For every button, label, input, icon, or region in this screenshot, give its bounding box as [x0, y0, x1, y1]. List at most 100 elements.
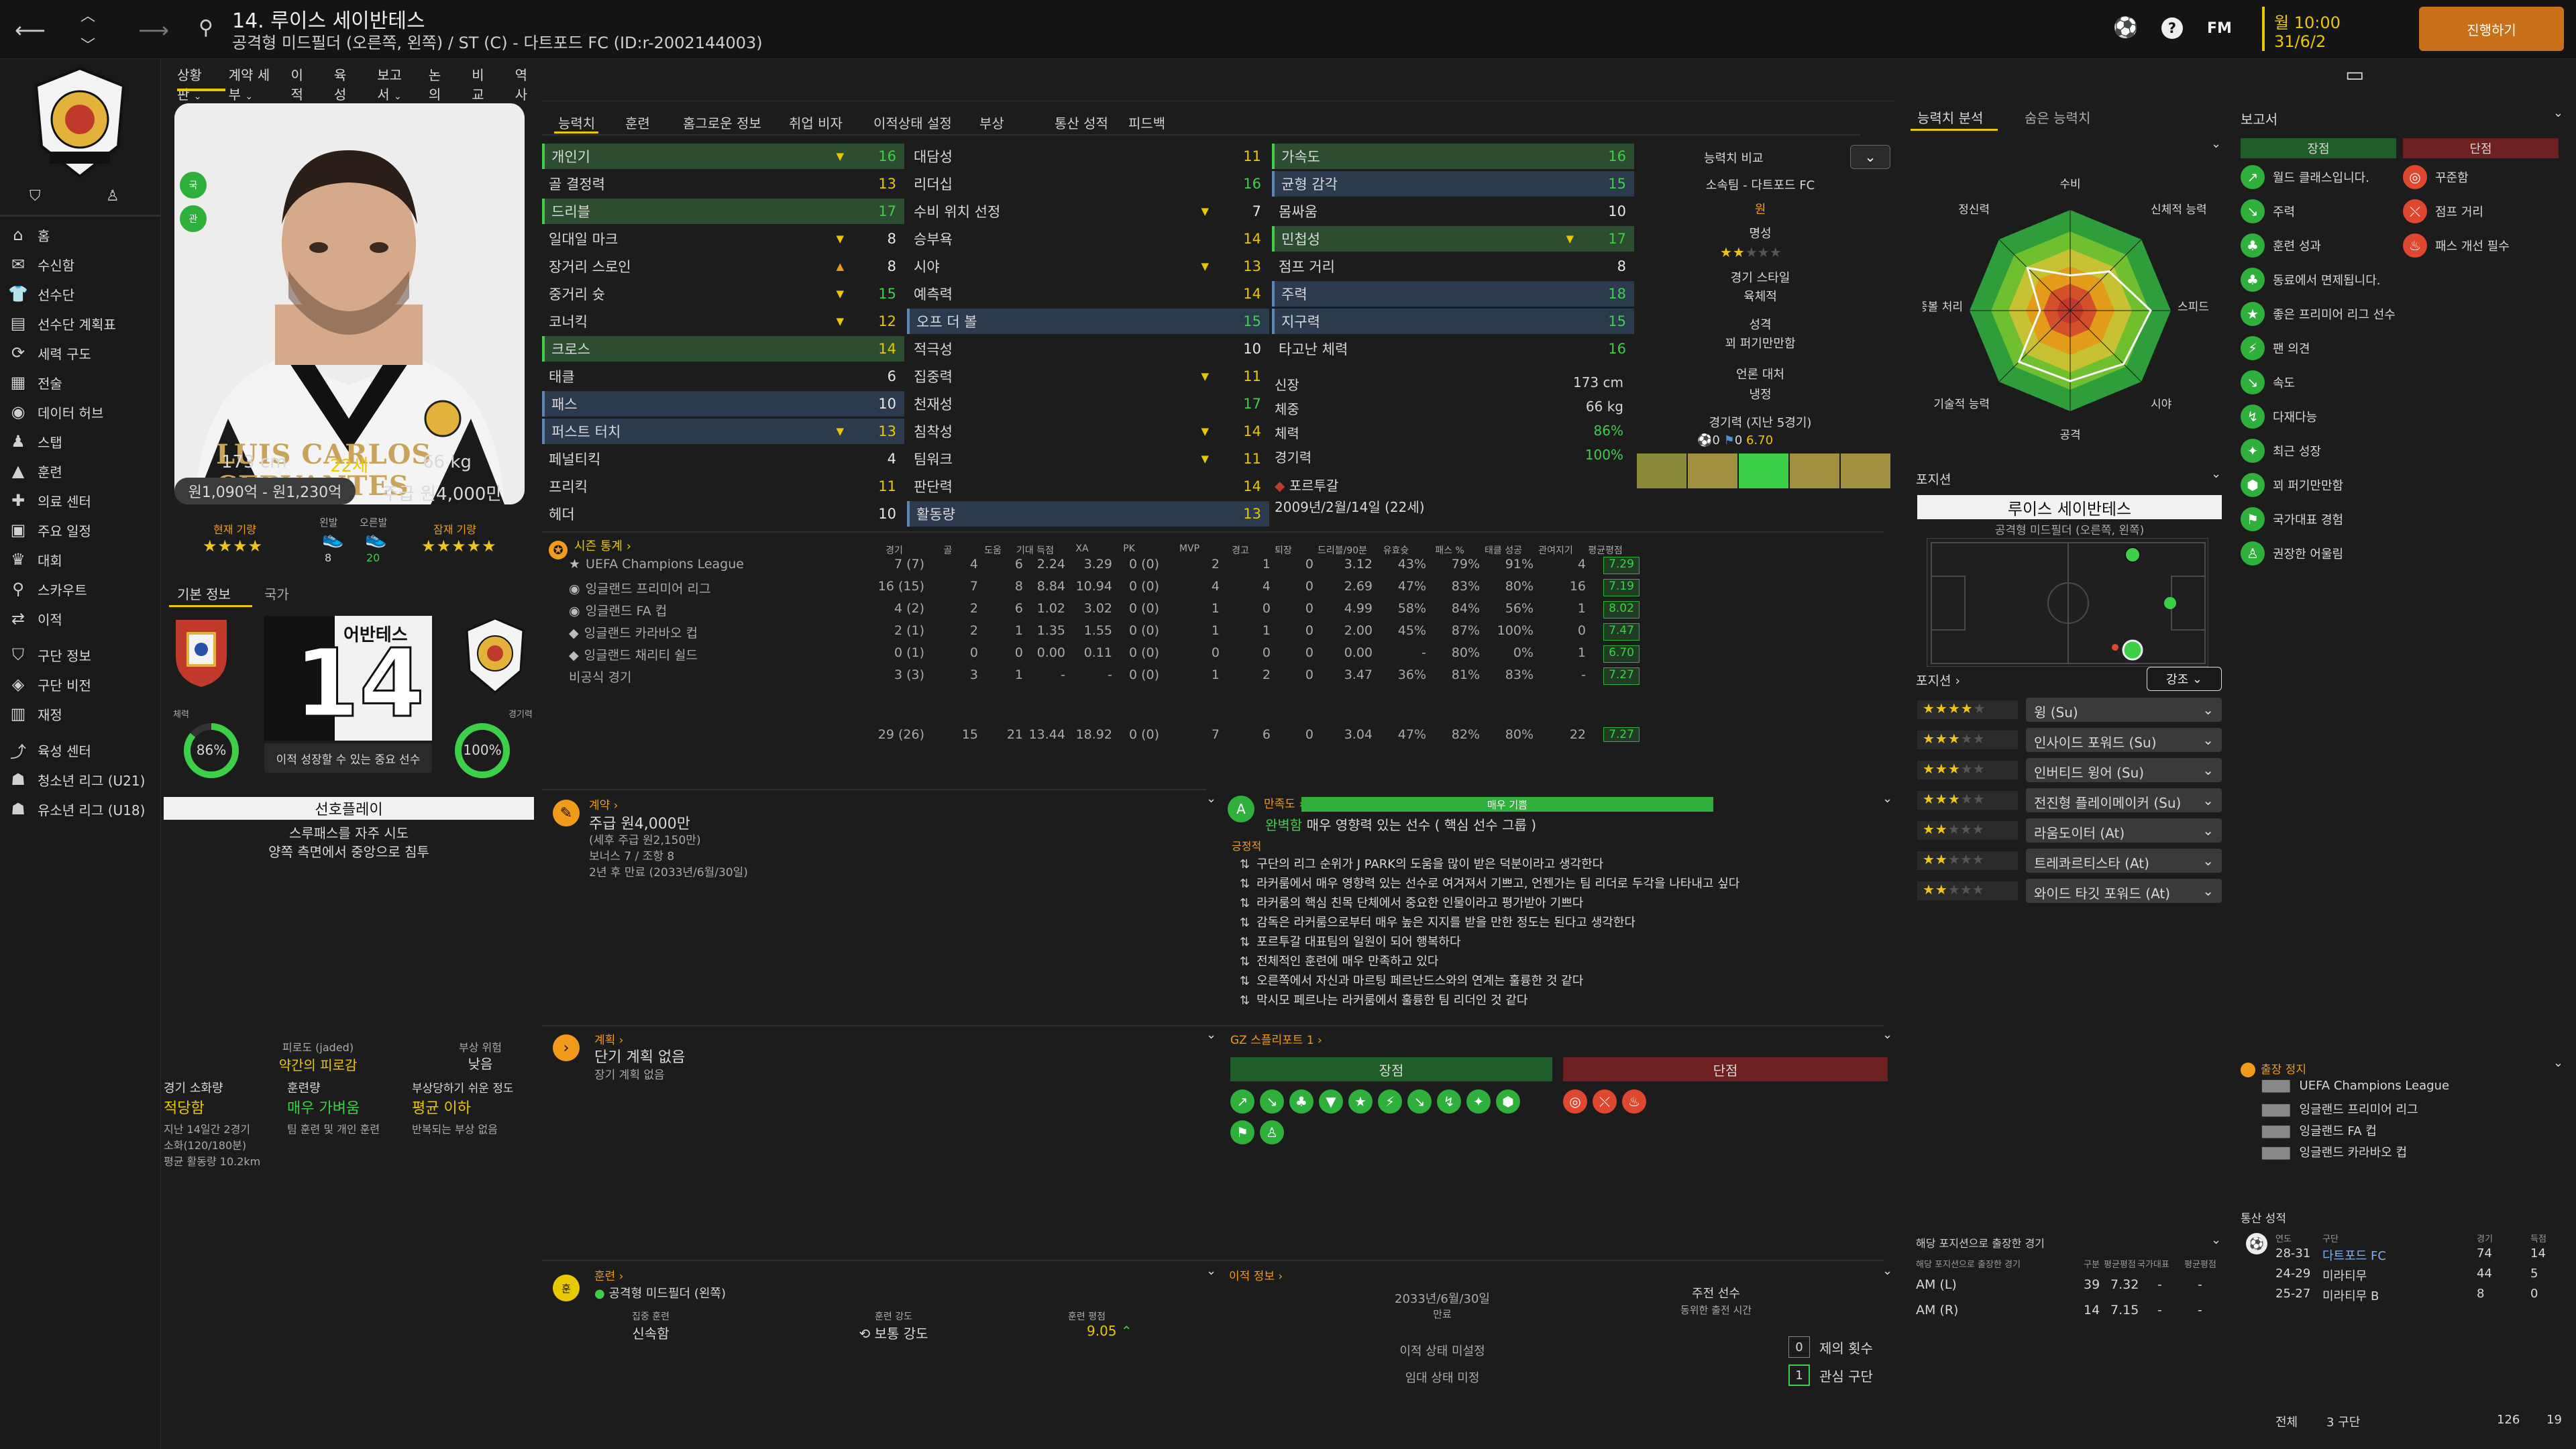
menu-item-2[interactable]: 이적 ⌄	[291, 64, 315, 119]
report-con-item[interactable]: ◎ 꾸준함	[2403, 165, 2469, 189]
staff-icon[interactable]: ♙	[106, 188, 119, 205]
attr-tab-7[interactable]: 피드백	[1128, 115, 1166, 131]
plan-title[interactable]: 계획 ›	[594, 1034, 624, 1047]
sidebar-item-0[interactable]: ⌂ 홈	[8, 220, 50, 250]
sidebar-item-17[interactable]: ⤴ 육성 센터	[8, 735, 91, 765]
sidebar-item-13[interactable]: ⇄ 이적	[8, 604, 62, 633]
portugal-crest[interactable]	[173, 616, 229, 690]
scout-weakness-icon[interactable]: ♨	[1622, 1089, 1646, 1114]
mental-attribute-row[interactable]: 활동량 13	[907, 501, 1269, 527]
technical-attribute-row[interactable]: 코너킥 ▼ 12	[542, 309, 904, 334]
club-crest[interactable]	[30, 66, 130, 180]
tab-hidden-attributes[interactable]: 숨은 능력치	[2025, 110, 2091, 126]
report-pro-item[interactable]: ⚑ 국가대표 경험	[2241, 507, 2343, 531]
physical-attribute-row[interactable]: 주력 18	[1272, 281, 1634, 307]
physical-attribute-row[interactable]: 균형 감각 15	[1272, 171, 1634, 197]
sidebar-item-19[interactable]: ☗ 유소년 리그 (U18)	[8, 794, 145, 824]
stats-competition[interactable]: ◉ 잉글랜드 FA 컵	[569, 604, 667, 619]
mental-attribute-row[interactable]: 침착성 ▼ 14	[907, 419, 1269, 444]
sidebar-item-15[interactable]: ◈ 구단 비전	[8, 669, 91, 699]
stats-competition[interactable]: ◉ 잉글랜드 프리미어 리그	[569, 582, 711, 596]
scout-strength-icon[interactable]: ★	[1348, 1089, 1373, 1114]
pos-games-collapse-icon[interactable]: ⌄	[2211, 1233, 2222, 1247]
sidebar-item-16[interactable]: ▥ 재정	[8, 699, 62, 729]
scout-strength-icon[interactable]: ↘	[1260, 1089, 1284, 1114]
role-row[interactable]: ★★★★★ 라움도이터 (At) ⌄	[1917, 817, 2222, 844]
mental-attribute-row[interactable]: 예측력 14	[907, 281, 1269, 307]
stats-title[interactable]: 시즌 통계 ›	[574, 539, 631, 553]
technical-attribute-row[interactable]: 골 결정력 13	[542, 171, 904, 197]
technical-attribute-row[interactable]: 크로스 14	[542, 336, 904, 362]
position-collapse-icon[interactable]: ⌄	[2211, 467, 2222, 481]
role-row[interactable]: ★★★★★ 인사이드 포워드 (Su) ⌄	[1917, 727, 2222, 753]
plan-collapse-icon[interactable]: ⌄	[1206, 1028, 1217, 1042]
report-pro-item[interactable]: ✦ 최근 성장	[2241, 439, 2321, 463]
mental-attribute-row[interactable]: 승부욕 14	[907, 226, 1269, 252]
attr-tab-4[interactable]: 이적상태 설정	[873, 115, 952, 131]
technical-attribute-row[interactable]: 장거리 스로인 ▲ 8	[542, 254, 904, 279]
transfer-info-title[interactable]: 이적 정보 ›	[1229, 1270, 1283, 1283]
scout-strength-icon[interactable]: ⚡	[1378, 1089, 1402, 1114]
mental-attribute-row[interactable]: 천재성 17	[907, 391, 1269, 417]
contract-title[interactable]: 계약 ›	[589, 799, 619, 812]
happiness-title[interactable]: 만족도 ›	[1264, 798, 1304, 811]
forward-arrow-icon[interactable]: ⟶	[138, 17, 169, 43]
sidebar-item-14[interactable]: ⛉ 구단 정보	[8, 640, 91, 669]
scout-title[interactable]: GZ 스플리포트 1 ›	[1230, 1034, 1322, 1047]
sidebar-item-8[interactable]: ▲ 훈련	[8, 456, 62, 486]
training-title[interactable]: 훈련 ›	[594, 1270, 624, 1283]
career-cell[interactable]: 미라티무	[2322, 1269, 2367, 1283]
sidebar-item-7[interactable]: ♟ 스탭	[8, 427, 62, 456]
continue-button[interactable]: 진행하기	[2419, 7, 2564, 51]
value-badge[interactable]: 원1,090억 - 원1,230억	[174, 478, 356, 504]
report-con-item[interactable]: ⤬ 점프 거리	[2403, 199, 2483, 223]
career-cell[interactable]: 다트포드 FC	[2322, 1249, 2386, 1263]
physical-attribute-row[interactable]: 지구력 15	[1272, 309, 1634, 334]
sidebar-item-3[interactable]: ▤ 선수단 계획표	[8, 309, 116, 338]
menu-item-7[interactable]: 역사 ⌄	[515, 64, 539, 119]
interested-count[interactable]: 1	[1788, 1364, 1810, 1386]
chevron-up-icon[interactable]: ︿	[80, 8, 96, 25]
suspension-collapse-icon[interactable]: ⌄	[2553, 1056, 2564, 1070]
role-row[interactable]: ★★★★★ 트레콰르티스타 (At) ⌄	[1917, 847, 2222, 874]
report-pro-item[interactable]: ↯ 다재다능	[2241, 405, 2317, 429]
mental-attribute-row[interactable]: 판단력 14	[907, 474, 1269, 499]
role-dropdown[interactable]: 인버티드 윙어 (Su) ⌄	[2026, 758, 2222, 782]
fm-logo[interactable]: FM	[2207, 20, 2232, 37]
mental-attribute-row[interactable]: 팀워크 ▼ 11	[907, 446, 1269, 472]
report-pro-item[interactable]: ★ 좋은 프리미어 리그 선수	[2241, 302, 2396, 326]
attr-tab-3[interactable]: 취업 비자	[789, 115, 843, 131]
physical-attribute-row[interactable]: 민첩성 ▼ 17	[1272, 226, 1634, 252]
technical-attribute-row[interactable]: 일대일 마크 ▼ 8	[542, 226, 904, 252]
menu-item-5[interactable]: 논의 ⌄	[429, 64, 453, 119]
report-pro-item[interactable]: ♣ 동료에서 면제됩니다.	[2241, 268, 2380, 292]
report-pro-item[interactable]: ↘ 속도	[2241, 370, 2295, 394]
back-arrow-icon[interactable]: ⟵	[15, 17, 46, 43]
technical-attribute-row[interactable]: 패스 10	[542, 391, 904, 417]
scout-strength-icon[interactable]: ↘	[1407, 1089, 1432, 1114]
report-con-item[interactable]: ♨ 패스 개선 필수	[2403, 233, 2510, 258]
stats-competition[interactable]: ◆ 잉글랜드 채리티 쉴드	[569, 648, 698, 663]
report-collapse-icon[interactable]: ⌄	[2553, 106, 2564, 120]
roles-title[interactable]: 포지션 ›	[1916, 674, 1961, 688]
technical-attribute-row[interactable]: 개인기 ▼ 16	[542, 144, 904, 169]
sidebar-item-2[interactable]: 👕 선수단	[8, 279, 74, 309]
scout-strength-icon[interactable]: ↗	[1230, 1089, 1254, 1114]
training-collapse-icon[interactable]: ⌄	[1206, 1264, 1217, 1278]
sidebar-item-4[interactable]: ⟳ 세력 구도	[8, 338, 91, 368]
technical-attribute-row[interactable]: 페널티킥 4	[542, 446, 904, 472]
physical-attribute-row[interactable]: 몸싸움 10	[1272, 199, 1634, 224]
attr-tab-6[interactable]: 통산 성적	[1055, 115, 1108, 131]
stats-competition[interactable]: 비공식 경기	[569, 670, 632, 685]
transfer-collapse-icon[interactable]: ⌄	[1882, 1264, 1893, 1278]
offers-count[interactable]: 0	[1788, 1336, 1810, 1358]
scout-strength-icon[interactable]: ⚑	[1230, 1120, 1254, 1144]
report-pro-item[interactable]: ♣ 훈련 성과	[2241, 233, 2321, 258]
report-pro-item[interactable]: ♙ 권장한 어울림	[2241, 541, 2343, 566]
menu-item-6[interactable]: 비교 ⌄	[472, 64, 496, 119]
mental-attribute-row[interactable]: 시야 ▼ 13	[907, 254, 1269, 279]
report-pro-item[interactable]: ⚡ 팬 의견	[2241, 336, 2310, 360]
scout-collapse-icon[interactable]: ⌄	[1882, 1028, 1893, 1042]
chevron-down-icon[interactable]: ﹀	[80, 38, 96, 54]
sidebar-item-12[interactable]: ⚲ 스카우트	[8, 574, 87, 604]
